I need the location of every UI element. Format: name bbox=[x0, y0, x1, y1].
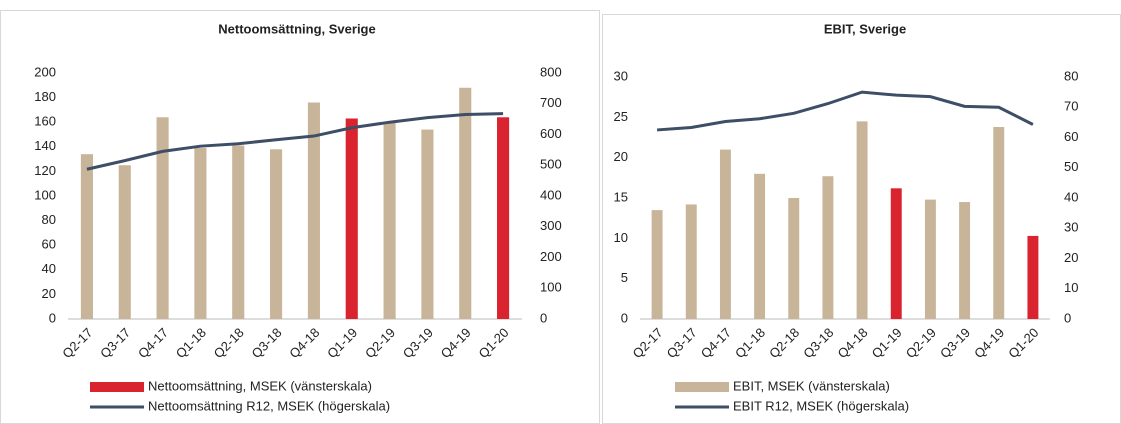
x-tick-label: Q4-18 bbox=[286, 325, 322, 361]
line-series bbox=[656, 90, 1034, 132]
bar bbox=[383, 122, 396, 319]
bar bbox=[856, 121, 868, 319]
x-tick-label: Q2-17 bbox=[629, 325, 665, 361]
bar bbox=[685, 204, 697, 319]
y-tick-label: 30 bbox=[614, 68, 628, 83]
x-tick-label: Q1-19 bbox=[324, 325, 360, 361]
y2-tick-label: 600 bbox=[540, 126, 562, 141]
y2-tick-label: 200 bbox=[540, 249, 562, 264]
y-tick-label: 100 bbox=[34, 187, 56, 202]
y2-tick-label: 700 bbox=[540, 95, 562, 110]
line-series bbox=[86, 112, 504, 171]
bar bbox=[822, 176, 834, 319]
y-tick-label: 120 bbox=[34, 163, 56, 178]
legend-label: Nettoomsättning, MSEK (vänsterskala) bbox=[148, 378, 372, 393]
legend-label: Nettoomsättning R12, MSEK (högerskala) bbox=[148, 398, 390, 413]
bar bbox=[118, 165, 131, 319]
x-tick-label: Q1-19 bbox=[869, 325, 905, 361]
y2-tick-label: 400 bbox=[540, 187, 562, 202]
chart-title: EBIT, Sverige bbox=[824, 21, 906, 36]
bar bbox=[421, 129, 434, 319]
x-tick-label: Q4-19 bbox=[438, 325, 474, 361]
y2-tick-label: 30 bbox=[1064, 220, 1078, 235]
bar bbox=[788, 198, 800, 319]
x-tick-label: Q3-17 bbox=[664, 325, 700, 361]
y2-tick-label: 20 bbox=[1064, 250, 1078, 265]
y-tick-label: 180 bbox=[34, 89, 56, 104]
y-tick-label: 80 bbox=[42, 212, 56, 227]
y-tick-label: 15 bbox=[614, 189, 628, 204]
y-tick-label: 0 bbox=[621, 310, 628, 325]
x-tick-label: Q4-17 bbox=[698, 325, 734, 361]
x-tick-label: Q1-18 bbox=[173, 325, 209, 361]
y2-tick-label: 0 bbox=[1064, 310, 1071, 325]
legend-swatch bbox=[90, 382, 144, 392]
y-tick-label: 200 bbox=[34, 64, 56, 79]
bar bbox=[232, 145, 245, 319]
bar bbox=[924, 199, 936, 319]
y2-tick-label: 500 bbox=[540, 157, 562, 172]
y-tick-label: 40 bbox=[42, 261, 56, 276]
y-tick-label: 25 bbox=[614, 109, 628, 124]
x-tick-label: Q3-19 bbox=[400, 325, 436, 361]
x-tick-label: Q3-18 bbox=[800, 325, 836, 361]
y2-tick-label: 80 bbox=[1064, 68, 1078, 83]
bar bbox=[993, 127, 1005, 319]
x-tick-label: Q1-20 bbox=[1005, 325, 1041, 361]
bar bbox=[651, 210, 663, 319]
y2-tick-label: 70 bbox=[1064, 99, 1078, 114]
y-tick-label: 160 bbox=[34, 114, 56, 129]
x-tick-label: Q2-18 bbox=[211, 325, 247, 361]
bar bbox=[1027, 235, 1039, 319]
x-tick-label: Q2-19 bbox=[362, 325, 398, 361]
x-tick-label: Q3-19 bbox=[937, 325, 973, 361]
y2-tick-label: 10 bbox=[1064, 280, 1078, 295]
x-tick-label: Q2-18 bbox=[766, 325, 802, 361]
bar bbox=[270, 149, 283, 319]
y-tick-label: 5 bbox=[621, 270, 628, 285]
x-tick-label: Q2-17 bbox=[59, 325, 95, 361]
y2-tick-label: 0 bbox=[540, 310, 547, 325]
bar bbox=[959, 202, 971, 319]
y-tick-label: 20 bbox=[42, 286, 56, 301]
bar bbox=[459, 87, 472, 319]
x-tick-label: Q4-17 bbox=[135, 325, 171, 361]
bar bbox=[194, 148, 207, 319]
y2-tick-label: 50 bbox=[1064, 159, 1078, 174]
x-tick-label: Q3-17 bbox=[97, 325, 133, 361]
y2-tick-label: 60 bbox=[1064, 129, 1078, 144]
legend-label: EBIT R12, MSEK (högerskala) bbox=[733, 398, 909, 413]
x-tick-label: Q1-18 bbox=[732, 325, 768, 361]
x-tick-label: Q3-18 bbox=[248, 325, 284, 361]
bar bbox=[719, 149, 731, 319]
y2-tick-label: 100 bbox=[540, 280, 562, 295]
x-tick-label: Q1-20 bbox=[475, 325, 511, 361]
y2-tick-label: 300 bbox=[540, 218, 562, 233]
y2-tick-label: 800 bbox=[540, 64, 562, 79]
x-tick-label: Q4-19 bbox=[971, 325, 1007, 361]
y-tick-label: 140 bbox=[34, 138, 56, 153]
bar bbox=[890, 188, 902, 319]
bar bbox=[307, 102, 320, 320]
bar bbox=[497, 117, 510, 319]
legend-swatch bbox=[675, 382, 729, 392]
y-tick-label: 20 bbox=[614, 149, 628, 164]
x-tick-label: Q2-19 bbox=[903, 325, 939, 361]
bar bbox=[80, 154, 93, 319]
x-tick-label: Q4-18 bbox=[834, 325, 870, 361]
y-tick-label: 0 bbox=[49, 310, 56, 325]
y-tick-label: 10 bbox=[614, 230, 628, 245]
bar bbox=[156, 117, 169, 319]
y-tick-label: 60 bbox=[42, 237, 56, 252]
bar bbox=[345, 118, 358, 319]
chart-title: Nettoomsättning, Sverige bbox=[218, 21, 375, 36]
legend-label: EBIT, MSEK (vänsterskala) bbox=[733, 378, 890, 393]
bar bbox=[754, 173, 766, 319]
y2-tick-label: 40 bbox=[1064, 189, 1078, 204]
